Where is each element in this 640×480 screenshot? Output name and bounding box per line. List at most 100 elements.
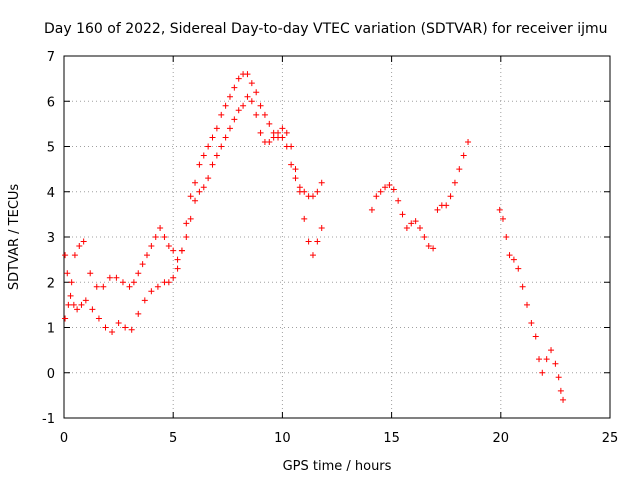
data-point — [139, 261, 146, 268]
y-tick-label: 7 — [47, 50, 55, 65]
data-point — [506, 252, 513, 259]
data-point — [279, 134, 286, 141]
x-tick-label: 0 — [60, 431, 68, 446]
data-point — [192, 197, 199, 204]
data-point — [82, 297, 89, 304]
x-axis-title: GPS time / hours — [283, 459, 392, 474]
data-point — [425, 243, 432, 250]
data-point — [253, 111, 260, 118]
data-point — [192, 179, 199, 186]
data-point — [309, 252, 316, 259]
data-point — [235, 107, 242, 114]
data-point — [165, 279, 172, 286]
data-point — [231, 84, 238, 91]
data-point — [543, 356, 550, 363]
data-point — [447, 193, 454, 200]
data-point — [218, 111, 225, 118]
tick-labels: -1 0 1 2 3 4 5 6 7 0 5 10 15 20 25 — [42, 50, 618, 446]
data-point — [183, 234, 190, 240]
data-point — [266, 120, 273, 127]
data-point — [283, 129, 290, 136]
data-point — [218, 143, 225, 150]
data-point — [222, 134, 229, 141]
data-point — [403, 224, 410, 231]
data-point — [128, 326, 135, 333]
data-point — [148, 288, 155, 295]
data-point — [390, 186, 397, 193]
data-point — [532, 333, 539, 340]
data-point — [248, 80, 255, 87]
data-point — [524, 301, 531, 308]
data-point — [174, 256, 181, 263]
data-point — [548, 347, 555, 354]
data-point — [170, 274, 177, 281]
data-point — [205, 143, 212, 150]
x-tick-label: 15 — [383, 431, 400, 446]
data-point — [382, 184, 389, 191]
data-point — [78, 301, 85, 308]
data-point — [74, 306, 81, 313]
data-point — [244, 93, 251, 100]
data-point — [154, 283, 161, 290]
y-tick-label: -1 — [42, 412, 55, 427]
data-point — [209, 161, 216, 168]
data-point — [226, 93, 233, 100]
data-point — [122, 324, 129, 331]
series-track-1 — [62, 71, 325, 336]
data-point — [539, 369, 546, 376]
data-point — [213, 152, 220, 159]
data-point — [67, 292, 74, 299]
data-point — [536, 356, 543, 363]
grid — [64, 56, 610, 418]
data-point — [253, 89, 260, 96]
data-point — [275, 129, 282, 136]
series-track-4 — [496, 206, 567, 403]
data-point — [100, 283, 107, 290]
data-point — [130, 279, 137, 286]
data-point — [496, 206, 503, 213]
data-point — [231, 116, 238, 123]
data-point — [368, 206, 375, 213]
data-point — [288, 161, 295, 168]
data-point — [515, 265, 522, 272]
data-point — [200, 184, 207, 191]
data-point — [240, 102, 247, 109]
axis-ticks — [63, 55, 611, 419]
data-point — [386, 181, 393, 188]
y-tick-label: 0 — [47, 367, 55, 382]
data-point — [499, 215, 506, 222]
data-point — [187, 193, 194, 200]
data-point — [165, 243, 172, 250]
data-point — [296, 188, 303, 195]
data-point — [399, 211, 406, 218]
data-point — [178, 247, 185, 254]
data-point — [106, 274, 113, 281]
data-point — [235, 75, 242, 82]
data-point — [119, 279, 126, 286]
x-tick-label: 25 — [602, 431, 619, 446]
series-track-3 — [368, 138, 472, 252]
data-point — [62, 315, 69, 322]
data-point — [102, 324, 109, 331]
data-point — [157, 224, 164, 231]
data-point — [196, 161, 203, 168]
data-point — [76, 243, 83, 250]
data-point — [126, 283, 133, 290]
data-point — [93, 283, 100, 290]
data-point — [555, 374, 562, 381]
data-point — [80, 238, 87, 245]
data-point — [412, 218, 419, 225]
series-track-2 — [62, 93, 325, 322]
data-point — [292, 166, 299, 173]
x-tick-label: 20 — [493, 431, 510, 446]
data-point — [143, 252, 150, 259]
data-point — [288, 143, 295, 150]
data-point — [434, 206, 441, 213]
data-point — [552, 360, 559, 367]
data-point — [109, 329, 116, 336]
x-tick-label: 10 — [274, 431, 291, 446]
data-point — [257, 102, 264, 109]
data-point — [309, 193, 316, 200]
data-point — [261, 111, 268, 118]
data-point — [528, 319, 535, 326]
